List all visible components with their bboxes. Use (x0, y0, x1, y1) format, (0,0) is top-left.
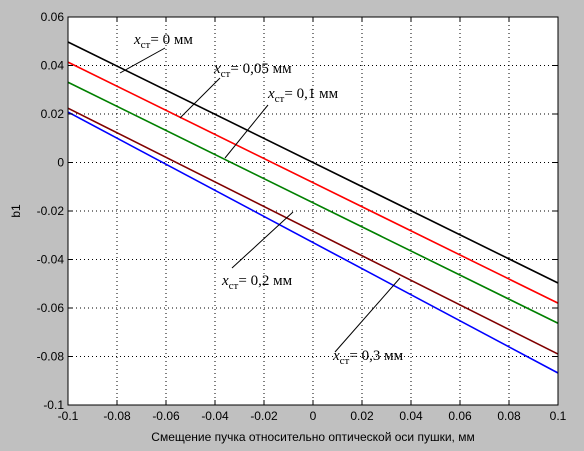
series-line-0 (67, 41, 559, 284)
x-tick-label: -0.1 (58, 409, 79, 423)
x-tick-label: -0.06 (152, 409, 180, 423)
y-tick-label: -0.08 (37, 350, 65, 364)
series-lines (67, 41, 559, 374)
x-tick-label: 0.1 (550, 409, 567, 423)
series-line-3 (67, 107, 559, 355)
x-tick-label: -0.02 (250, 409, 278, 423)
y-tick-label: 0.02 (41, 107, 65, 121)
x-tick-label: 0.04 (399, 409, 423, 423)
y-tick-label: -0.06 (37, 301, 65, 315)
annotation-label-0: xст= 0 мм (133, 32, 193, 51)
annotation-leader-2 (224, 104, 269, 159)
y-tick-label: -0.04 (37, 253, 65, 267)
x-tick-label: -0.04 (201, 409, 229, 423)
x-tick-label: -0.08 (103, 409, 131, 423)
annotation-leader-0 (119, 47, 166, 74)
x-tick-label: 0.08 (497, 409, 521, 423)
y-tick-label: 0 (57, 156, 64, 170)
annotation-leader-3 (231, 211, 294, 269)
series-line-2 (67, 81, 559, 324)
series-line-4 (67, 111, 559, 374)
annotation-label-3: xст= 0,2 мм (221, 273, 293, 292)
annotation-label-1: xст= 0,05 мм (213, 61, 292, 80)
x-tick-label: 0.06 (448, 409, 472, 423)
series-line-1 (67, 61, 559, 304)
y-tick-label: -0.1 (43, 398, 64, 412)
annotations: xст= 0 мм xст= 0,05 мм xст= 0,1 мм xст= 0,2… (119, 32, 404, 367)
grid (68, 17, 558, 405)
annotation-label-2: xст= 0,1 мм (267, 86, 339, 105)
x-tick-label: 0.02 (350, 409, 374, 423)
y-tick-label: 0.04 (41, 59, 65, 73)
y-axis-label: b1 (9, 204, 23, 218)
x-axis-label: Смещение пучка относительно оптической о… (151, 430, 474, 444)
x-tick-label: 0 (310, 409, 317, 423)
y-tick-label: 0.06 (41, 10, 65, 24)
annotation-leader-1 (179, 77, 221, 119)
annotation-label-4: xст= 0,3 мм (332, 348, 404, 367)
ticks: -0.1 -0.08 -0.06 -0.04 -0.02 0 0.02 0.04 0.06 0.0… (37, 10, 567, 423)
annotation-leader-4 (334, 277, 401, 353)
y-tick-label: -0.02 (37, 204, 65, 218)
